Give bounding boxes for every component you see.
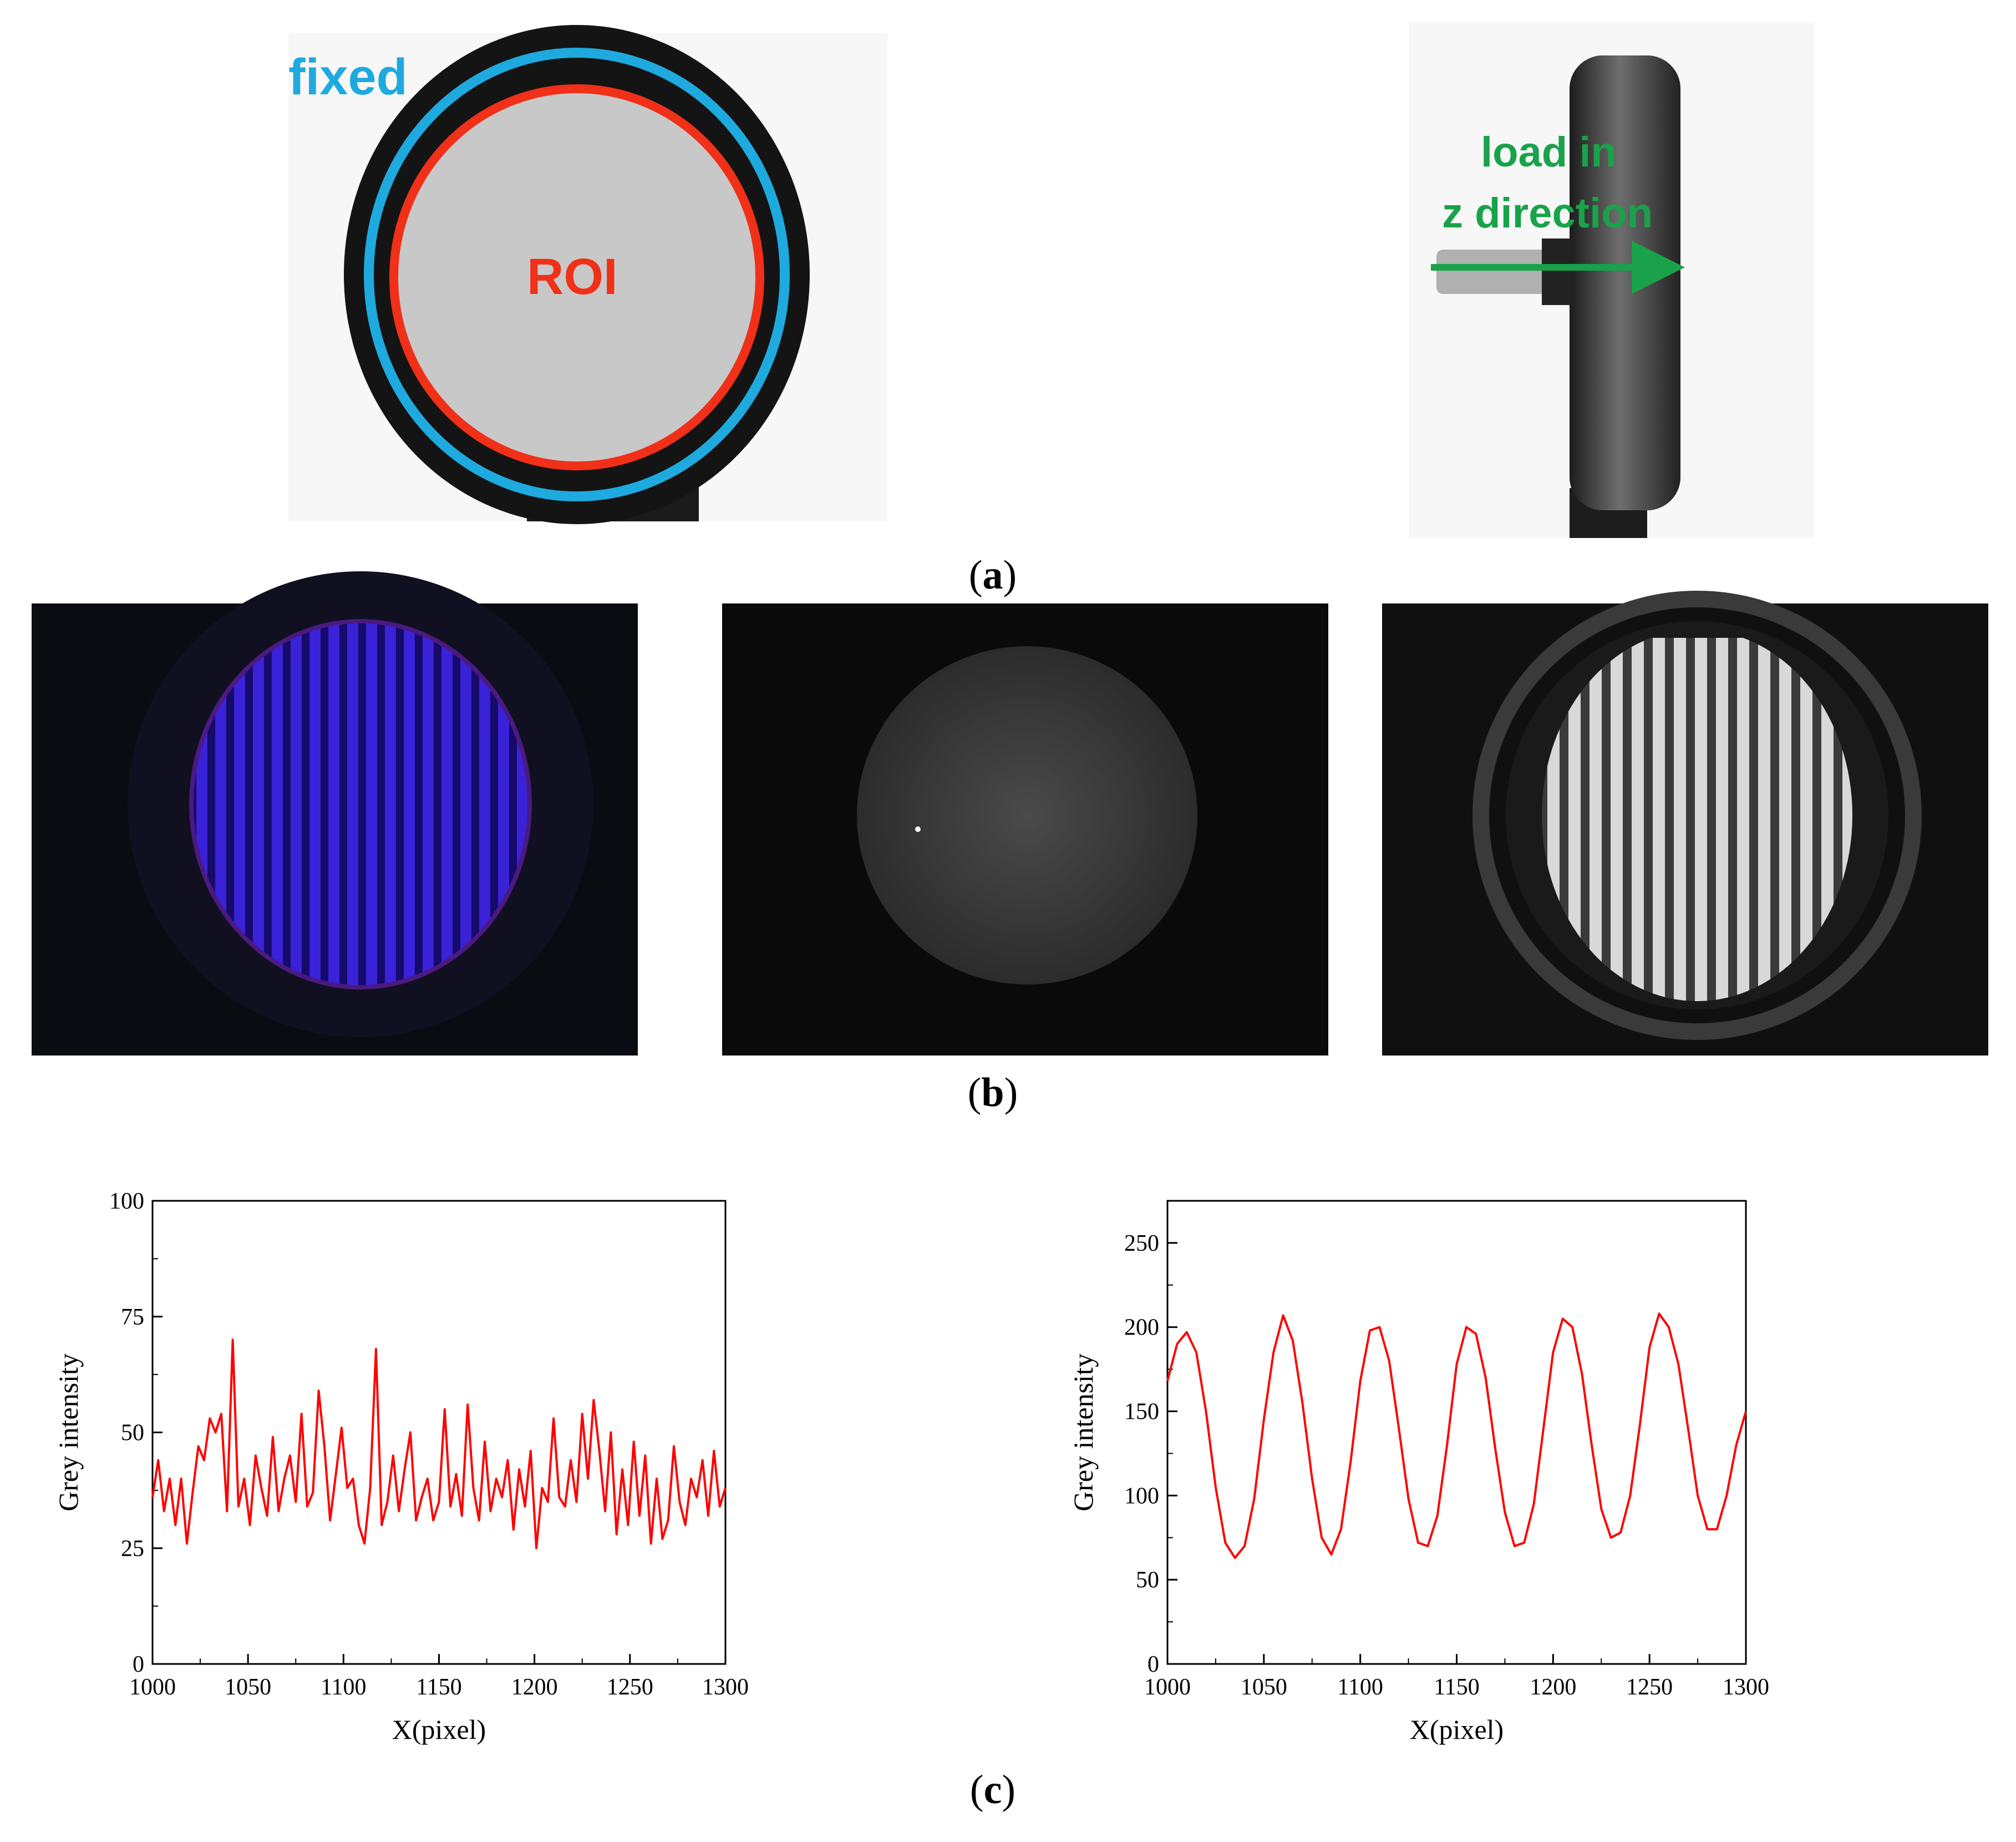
y-tick-label: 50 xyxy=(1136,1567,1159,1593)
x-tick-label: 1050 xyxy=(225,1674,271,1700)
y-tick-label: 200 xyxy=(1124,1315,1159,1341)
y-axis-label: Grey intensity xyxy=(53,1353,84,1511)
chart-right: 1000 1050 1100 1150 1200 1250 1300 0 50 100 150 200… xyxy=(1068,1200,1769,1745)
fixed-ring xyxy=(364,48,790,501)
fixture-front-photo: fixed ROI load in z direction xyxy=(288,22,1814,538)
x-tick-label: 1250 xyxy=(607,1674,653,1700)
x-tick-label: 1150 xyxy=(1434,1674,1479,1700)
x-tick-label: 1300 xyxy=(1723,1674,1769,1700)
y-tick-label: 0 xyxy=(133,1652,144,1677)
y-tick-label: 250 xyxy=(1124,1231,1159,1256)
x-axis-label: X(pixel) xyxy=(1410,1714,1504,1745)
load-label-line1: load in xyxy=(1481,129,1617,176)
fixed-label: fixed xyxy=(288,49,408,105)
x-tick-label: 1250 xyxy=(1626,1674,1673,1700)
plot-frame xyxy=(151,1200,727,1665)
x-tick-label: 1050 xyxy=(1241,1674,1287,1700)
panel-b: (b) xyxy=(32,571,1988,1115)
y-tick-label: 50 xyxy=(121,1420,144,1446)
y-tick-label: 25 xyxy=(121,1536,144,1561)
x-tick-label: 1150 xyxy=(416,1674,461,1700)
load-label-line2: z direction xyxy=(1442,190,1653,237)
y-tick-label: 0 xyxy=(1147,1652,1159,1677)
roi-label: ROI xyxy=(527,248,618,305)
x-tick-label: 1100 xyxy=(321,1674,366,1700)
fringe-images xyxy=(32,571,1988,1056)
y-tick-label: 75 xyxy=(121,1305,144,1330)
caption-c: (c) xyxy=(969,1767,1016,1813)
x-tick-label: 1000 xyxy=(129,1674,176,1700)
roi-ring xyxy=(389,84,764,470)
x-tick-label: 1100 xyxy=(1337,1674,1383,1700)
x-tick-label: 1200 xyxy=(1530,1674,1576,1700)
plot-frame xyxy=(1166,1200,1747,1665)
y-tick-label: 150 xyxy=(1124,1399,1159,1425)
panel-c: 1000 1050 1100 1150 1200 1250 1300 0 25 50 75 100 X(… xyxy=(0,1137,2016,1842)
series-line xyxy=(1166,1312,1747,1559)
caption-b: (b) xyxy=(967,1070,1018,1115)
caption-a: (a) xyxy=(968,552,1017,598)
x-axis-label: X(pixel) xyxy=(392,1714,486,1745)
x-tick-label: 1000 xyxy=(1144,1674,1191,1700)
x-tick-label: 1300 xyxy=(702,1674,749,1700)
x-tick-label: 1200 xyxy=(511,1674,558,1700)
y-tick-label: 100 xyxy=(1124,1483,1159,1509)
panel-a: fixed ROI load in z direction (a) xyxy=(0,0,2016,598)
y-tick-label: 100 xyxy=(109,1189,144,1214)
y-axis-label: Grey intensity xyxy=(1068,1353,1099,1511)
chart-left: 1000 1050 1100 1150 1200 1250 1300 0 25 50 75 100 X(… xyxy=(53,1189,749,1745)
series-line xyxy=(151,1338,727,1550)
